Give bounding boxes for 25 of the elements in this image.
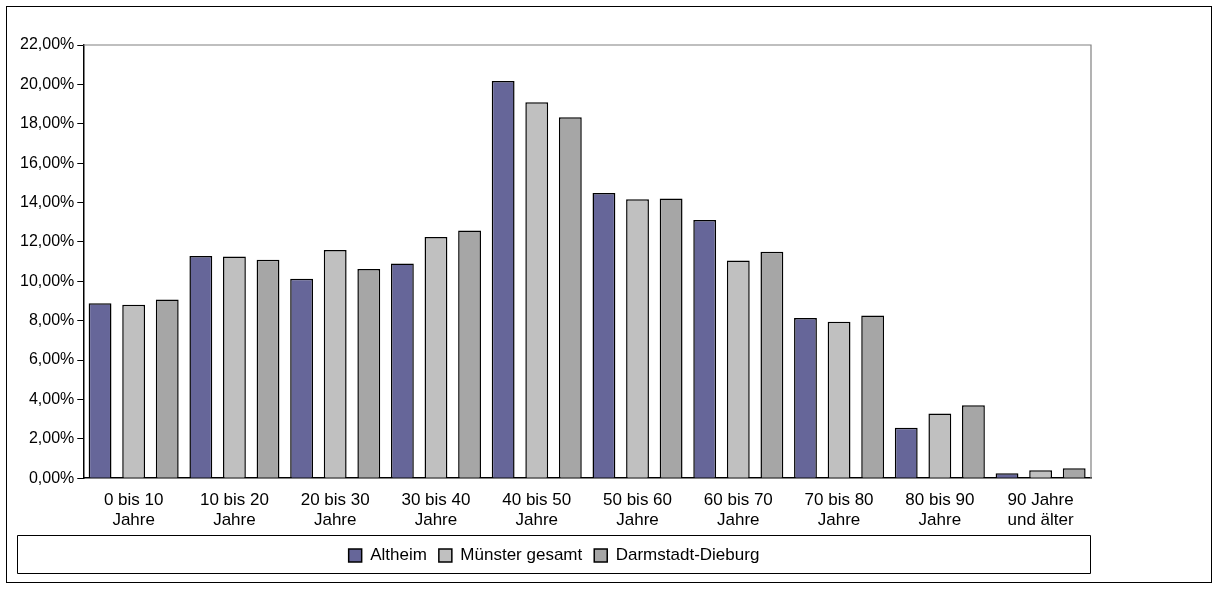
- legend-label: Darmstadt-Dieburg: [615, 545, 760, 565]
- x-tick-label: 20 bis 30 Jahre: [300, 490, 370, 530]
- x-tick-label: 30 bis 40 Jahre: [401, 490, 471, 530]
- y-tick-label: 12,00%: [20, 232, 75, 250]
- x-tick-label: 50 bis 60 Jahre: [603, 490, 673, 530]
- legend-label: Münster gesamt: [460, 545, 583, 565]
- legend-label: Altheim: [370, 545, 427, 565]
- x-tick-label: 70 bis 80 Jahre: [804, 490, 874, 530]
- x-tick-label: 0 bis 10 Jahre: [103, 490, 164, 530]
- y-tick-label: 18,00%: [20, 114, 75, 132]
- y-tick-label: 20,00%: [20, 74, 75, 92]
- x-tick-label: 40 bis 50 Jahre: [502, 490, 572, 530]
- x-tick-label: 60 bis 70 Jahre: [703, 490, 773, 530]
- x-tick-label: 80 bis 90 Jahre: [905, 490, 975, 530]
- y-tick-label: 22,00%: [20, 35, 75, 53]
- x-tick-label: 90 Jahre und älter: [1007, 490, 1075, 530]
- y-tick-label: 6,00%: [28, 350, 75, 368]
- x-tick-label: 10 bis 20 Jahre: [199, 490, 269, 530]
- y-tick-label: 10,00%: [20, 271, 75, 289]
- y-tick-label: 14,00%: [20, 192, 75, 210]
- y-tick-label: 16,00%: [20, 153, 75, 171]
- y-tick-label: 0,00%: [28, 468, 75, 486]
- y-tick-label: 8,00%: [28, 311, 75, 329]
- y-tick-label: 4,00%: [28, 389, 75, 407]
- y-tick-label: 2,00%: [28, 429, 75, 447]
